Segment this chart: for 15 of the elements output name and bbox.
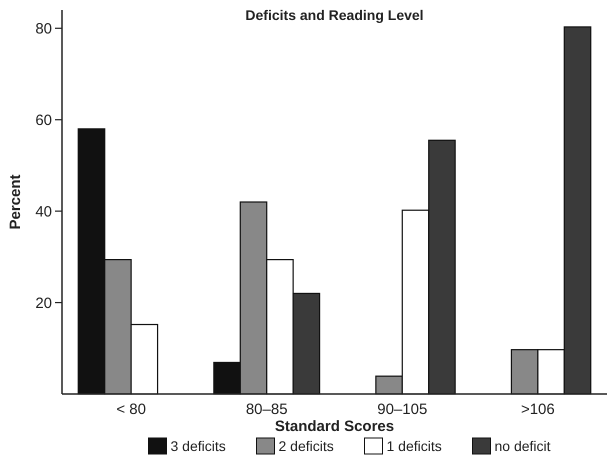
y-tick-label: 60 — [35, 112, 52, 129]
y-tick-label: 40 — [35, 203, 52, 220]
legend-label: no deficit — [494, 438, 551, 454]
x-axis-title: Standard Scores — [274, 418, 394, 435]
x-tick-label: < 80 — [116, 401, 146, 418]
legend-label: 1 deficits — [386, 438, 442, 454]
y-tick-label: 80 — [35, 20, 52, 38]
y-tick-label: 20 — [35, 294, 52, 312]
chart-title: Deficits and Reading Level — [245, 7, 424, 23]
x-tick-label: >106 — [520, 401, 555, 418]
x-tick-label: 80–85 — [246, 401, 288, 418]
x-tick-label: 90–105 — [377, 401, 428, 418]
legend-label: 2 deficits — [278, 438, 334, 454]
y-axis-title: Percent — [7, 174, 24, 230]
legend-label: 3 deficits — [170, 438, 226, 454]
